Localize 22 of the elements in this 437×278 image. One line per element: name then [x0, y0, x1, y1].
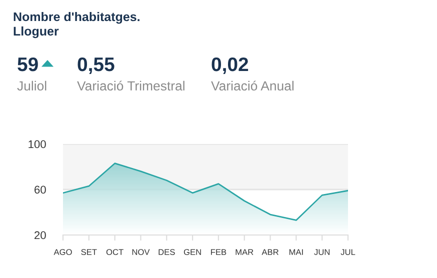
x-tick-label: DES: [158, 249, 175, 256]
y-tick-label: 60: [34, 186, 46, 194]
x-tick-label: JUL: [340, 249, 356, 256]
chart-title: Nombre d'habitatges. Lloguer: [14, 12, 140, 38]
text: Variació Trimestral: [77, 80, 184, 91]
x-tick-label: SET: [81, 249, 97, 256]
x-tick-label: MAI: [289, 249, 303, 255]
text: 59: [18, 57, 38, 72]
x-tick-label: MAR: [236, 249, 254, 255]
x-tick-label: OCT: [106, 249, 124, 256]
text: Juliol: [17, 80, 46, 91]
text: 0,02: [212, 57, 248, 74]
text: 0,55: [78, 57, 114, 74]
x-tick-label: GEN: [184, 249, 201, 256]
text: Variació Anual: [211, 80, 294, 91]
x-tick-label: FEB: [211, 249, 226, 255]
y-tick-label: 100: [28, 140, 46, 148]
y-tick-label: 20: [34, 231, 46, 240]
x-tick-label: AGO: [54, 249, 72, 256]
x-tick-label: JUN: [314, 249, 330, 256]
x-tick-label: ABR: [262, 249, 278, 255]
x-tick-label: NOV: [132, 249, 150, 256]
